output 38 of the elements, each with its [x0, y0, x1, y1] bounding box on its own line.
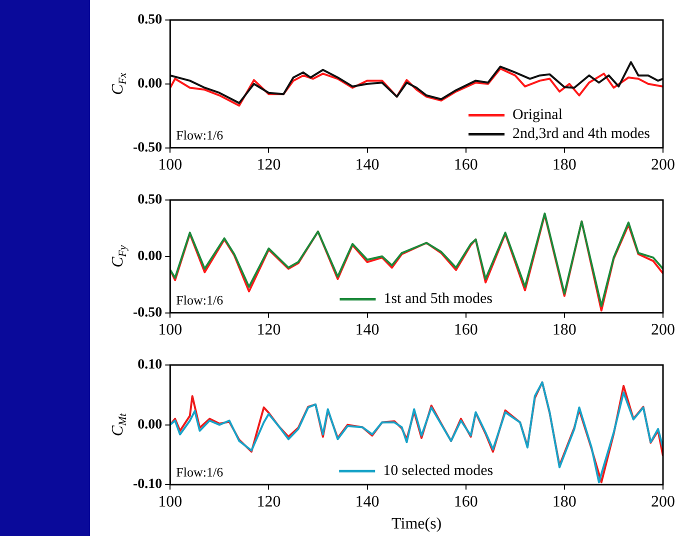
x-tick-label: 200 [651, 156, 675, 174]
x-tick-label: 200 [651, 322, 675, 339]
legend-label: 10 selected modes [383, 463, 494, 480]
legend-label: 2nd,3rd and 4th modes [512, 126, 650, 142]
x-axis-title: Time(s) [392, 516, 442, 533]
y-tick-label: 0.10 [138, 358, 162, 373]
x-tick-label: 200 [651, 493, 675, 510]
y-tick-label: 0.50 [138, 192, 162, 208]
x-tick-label: 160 [454, 156, 478, 174]
x-tick-label: 140 [355, 156, 380, 174]
annotation: Flow:1/6 [176, 464, 224, 480]
legend-label: 1st and 5th modes [384, 291, 493, 308]
x-tick-label: 100 [158, 156, 182, 174]
x-tick-label: 100 [158, 322, 182, 339]
y-tick-label: -0.10 [132, 477, 162, 492]
legend-label: Original [512, 107, 563, 124]
x-tick-label: 160 [454, 322, 478, 339]
x-tick-label: 180 [552, 322, 576, 339]
x-tick-label: 120 [256, 156, 281, 174]
x-tick-label: 160 [454, 493, 478, 510]
x-tick-label: 140 [355, 322, 380, 339]
y-tick-label: -0.50 [132, 140, 162, 156]
y-axis-title: CFx [109, 72, 130, 96]
x-tick-label: 180 [552, 156, 576, 174]
y-tick-label: 0.00 [138, 249, 162, 264]
y-axis-title: CFy [109, 245, 130, 268]
y-tick-label: -0.50 [132, 305, 162, 320]
y-axis-title: CMt [109, 412, 130, 436]
annotation: Flow:1/6 [176, 128, 224, 143]
x-tick-label: 100 [158, 493, 182, 510]
y-tick-label: 0.00 [138, 417, 162, 432]
x-tick-label: 140 [355, 493, 380, 510]
x-tick-label: 120 [256, 493, 281, 510]
annotation: Flow:1/6 [176, 292, 224, 308]
y-tick-label: 0.50 [138, 12, 162, 28]
x-tick-label: 120 [256, 322, 281, 339]
y-tick-label: 0.00 [138, 76, 162, 92]
x-tick-label: 180 [552, 493, 576, 510]
